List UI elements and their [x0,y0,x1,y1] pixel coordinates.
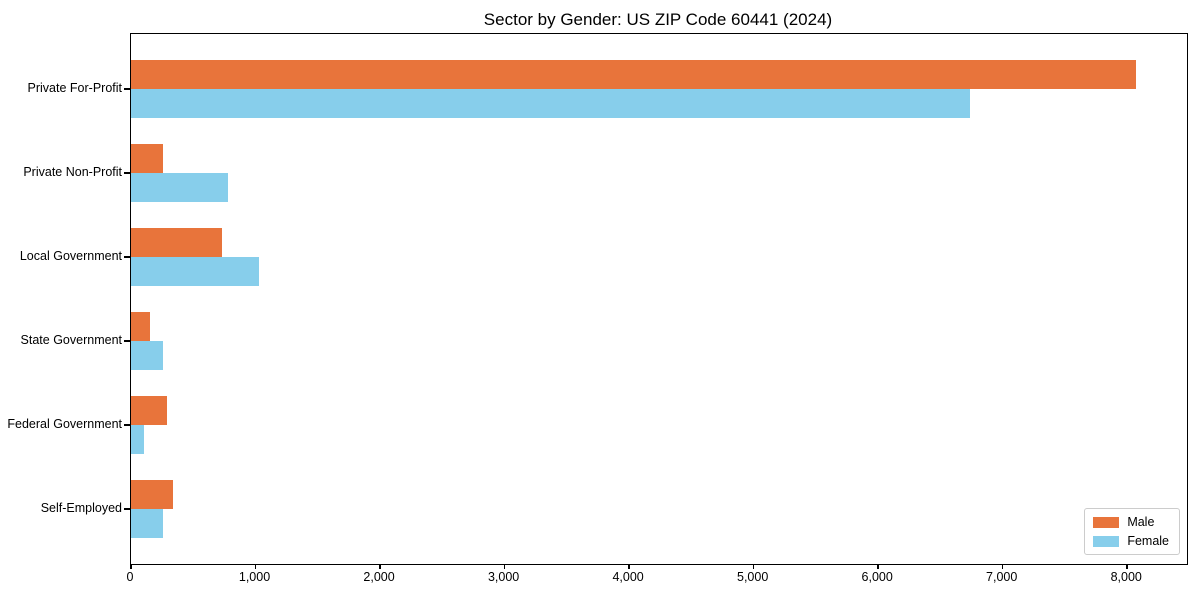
x-tick-label-7000: 7,000 [986,570,1018,584]
chart-title: Sector by Gender: US ZIP Code 60441 (202… [483,10,833,29]
y-tick-private-non-profit [124,172,130,174]
bar-male-private-non-profit [131,144,163,173]
y-label-self-employed: Self-Employed [40,501,122,515]
legend-swatch-male [1093,516,1120,528]
x-tick-1000 [254,564,257,569]
x-tick-0 [130,564,132,569]
bar-female-federal-government [131,425,145,454]
bar-female-self-employed [131,509,164,538]
x-tick-label-6000: 6,000 [861,570,893,584]
bar-male-private-for-profit [131,60,1136,89]
x-tick-label-1000: 1,000 [238,570,271,584]
legend-label-male: Male [1127,515,1155,529]
x-tick-label-0: 0 [126,570,134,584]
y-tick-self-employed [124,508,130,510]
legend: Male Female [1084,508,1180,555]
y-tick-federal-government [124,424,130,426]
y-tick-local-government [124,256,130,258]
legend-item-male: Male [1093,515,1169,529]
y-tick-state-government [124,340,130,342]
y-label-private-for-profit: Private For-Profit [27,81,122,95]
legend-item-female: Female [1093,534,1169,548]
x-tick-8000 [1126,564,1129,569]
bar-female-private-non-profit [131,173,228,202]
y-label-private-non-profit: Private Non-Profit [23,165,122,179]
y-label-state-government: State Government [20,333,122,347]
bar-male-local-government [131,228,222,257]
x-tick-label-5000: 5,000 [737,570,769,584]
x-tick-4000 [628,564,630,569]
bar-female-state-government [131,341,163,370]
x-tick-label-3000: 3,000 [487,570,520,584]
x-tick-label-4000: 4,000 [612,570,644,584]
bar-male-federal-government [131,396,167,425]
y-label-federal-government: Federal Government [7,417,122,431]
y-tick-private-for-profit [124,88,130,90]
x-tick-2000 [379,564,381,569]
x-tick-7000 [1001,564,1004,569]
bar-male-self-employed [131,480,174,509]
bar-male-state-government [131,312,150,341]
x-tick-label-2000: 2,000 [363,570,395,584]
bar-female-local-government [131,257,260,286]
plot-area: Male Female [124,33,1188,569]
x-tick-3000 [503,564,506,569]
legend-swatch-female [1093,535,1120,547]
x-tick-label-8000: 8,000 [1110,570,1142,584]
bar-female-private-for-profit [131,89,971,118]
legend-label-female: Female [1127,534,1169,548]
x-tick-6000 [877,564,879,569]
x-tick-5000 [752,564,755,569]
y-label-local-government: Local Government [19,249,122,263]
